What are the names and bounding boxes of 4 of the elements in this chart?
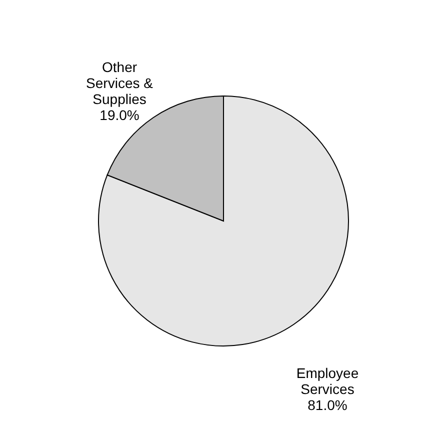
data-label: 19.0%	[100, 106, 140, 123]
data-label: 81.0%	[308, 397, 348, 414]
slice-label: Other Services & Supplies	[86, 58, 154, 107]
slice-label: Employee Services	[296, 365, 359, 398]
